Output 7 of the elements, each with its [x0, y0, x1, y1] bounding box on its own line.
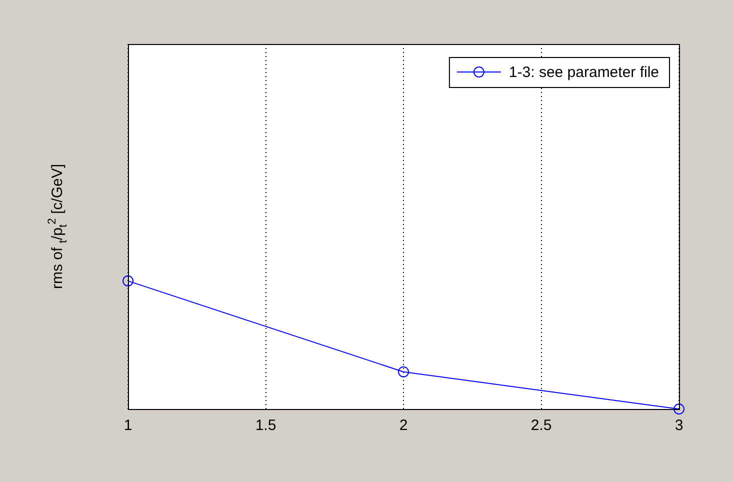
- x-tick-label: 1: [124, 417, 132, 434]
- legend-label: 1-3: see parameter file: [508, 64, 660, 82]
- x-tick-label: 2.5: [530, 417, 552, 434]
- y-axis-title: rms of t/pt2 [c/GeV]: [46, 164, 70, 290]
- x-tick-label: 3: [674, 417, 684, 434]
- x-tick-label: 2: [399, 417, 408, 434]
- x-tick-label: 1.5: [255, 417, 276, 434]
